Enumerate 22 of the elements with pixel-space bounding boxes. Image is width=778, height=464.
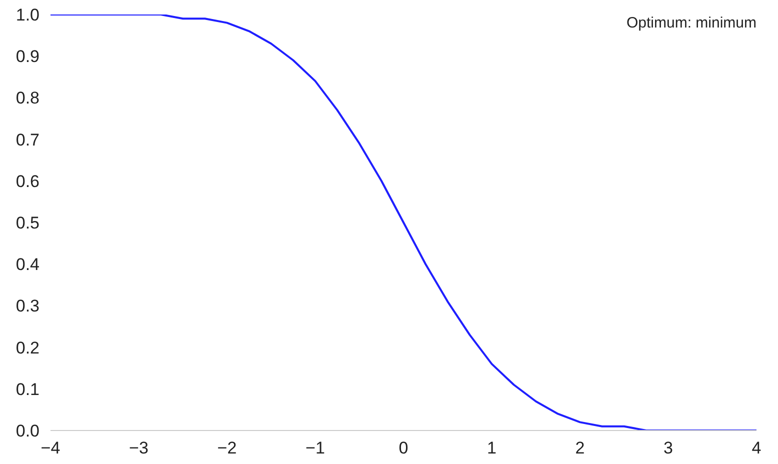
y-tick-label: 0.1 [16,380,40,399]
x-tick-label: 3 [664,438,673,458]
y-tick-label: 0.9 [16,47,40,66]
x-tick-label: −3 [129,438,148,458]
y-tick-label: 0.4 [16,255,40,274]
y-tick-label: 0.7 [16,130,40,150]
y-tick-label: 0.2 [16,338,40,358]
x-tick-label: 4 [752,438,762,458]
y-tick-label: 0.5 [16,214,40,232]
y-tick-label: 0.8 [16,88,40,108]
x-tick-label: −1 [306,438,325,458]
annotation: Optimum: minimum [626,14,757,32]
y-tick-label: 0.6 [16,172,40,191]
y-tick-label: 1.0 [16,6,40,24]
x-tick-label: 1 [487,438,496,458]
x-tick-label: 0 [398,438,408,458]
x-tick-label: −4 [40,438,60,458]
x-tick-label: −2 [217,438,237,458]
x-tick-label: 2 [575,438,585,458]
line-series [50,14,756,430]
y-tick-label: 0.0 [16,422,40,440]
y-tick-label: 0.3 [16,296,40,316]
